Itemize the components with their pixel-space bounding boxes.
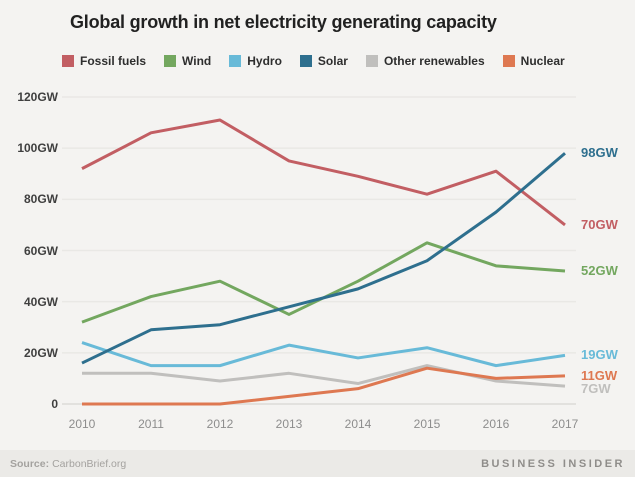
end-label-fossil-fuels: 70GW [581, 216, 618, 232]
legend-item-fossil-fuels: Fossil fuels [62, 54, 146, 68]
legend-swatch [164, 55, 177, 67]
legend-label: Nuclear [520, 54, 565, 68]
source-label: Source: [10, 457, 50, 470]
x-axis-tick-label: 2014 [344, 417, 372, 431]
footer: Source: CarbonBrief.org BUSINESS INSIDER [0, 450, 635, 477]
legend-swatch [502, 55, 515, 67]
series-line-wind [81, 241, 566, 324]
end-label-other-renewables: 7GW [581, 380, 611, 396]
chart-title: Global growth in net electricity generat… [70, 12, 497, 32]
x-axis-tick-label: 2015 [413, 417, 441, 431]
legend-item-wind: Wind [164, 54, 211, 68]
y-axis-tick-label: 40GW [23, 294, 58, 309]
y-axis-tick-label: 80GW [23, 192, 58, 207]
series-line-solar [81, 152, 566, 365]
x-axis-tick-label: 2016 [482, 417, 510, 431]
y-axis-tick-label: 120GW [17, 90, 58, 104]
legend-label: Fossil fuels [80, 54, 147, 68]
x-axis-tick-label: 2011 [138, 417, 164, 431]
legend-swatch [365, 55, 378, 67]
x-axis-tick-label: 2017 [551, 417, 579, 431]
x-axis-tick-label: 2010 [68, 417, 96, 431]
source-value: CarbonBrief.org [52, 457, 127, 470]
series-line-fossil-fuels [81, 118, 566, 227]
source-credit: Source: CarbonBrief.org [10, 458, 126, 470]
legend-label: Solar [317, 54, 348, 68]
legend-label: Other renewables [383, 54, 485, 68]
chart-legend: Fossil fuels Wind Hydro Solar Other renewabl… [62, 54, 565, 68]
y-axis-tick-label: 100GW [17, 141, 58, 156]
end-label-hydro: 19GW [581, 347, 618, 363]
legend-item-solar: Solar [299, 54, 348, 68]
y-axis-tick-label: 0 [51, 397, 58, 411]
legend-item-other-renewables: Other renewables [365, 54, 485, 68]
y-axis-tick-label: 20GW [23, 345, 58, 360]
legend-item-hydro: Hydro [229, 54, 282, 68]
end-label-solar: 98GW [581, 145, 618, 161]
legend-item-nuclear: Nuclear [502, 54, 565, 68]
series-line-hydro [81, 341, 566, 368]
legend-swatch [299, 55, 312, 67]
legend-label: Hydro [247, 54, 282, 68]
series-line-nuclear [82, 366, 566, 406]
x-axis-tick-label: 2012 [206, 417, 234, 431]
series-line-other-renewables [82, 364, 566, 388]
legend-swatch [229, 55, 242, 67]
legend-swatch [62, 55, 74, 67]
end-label-nuclear: 11GW [581, 367, 618, 383]
y-axis-tick-label: 60GW [23, 243, 58, 258]
legend-label: Wind [182, 54, 212, 68]
end-label-wind: 52GW [581, 262, 618, 278]
brand-logo: BUSINESS INSIDER [481, 457, 625, 470]
x-axis-tick-label: 2013 [275, 417, 303, 431]
